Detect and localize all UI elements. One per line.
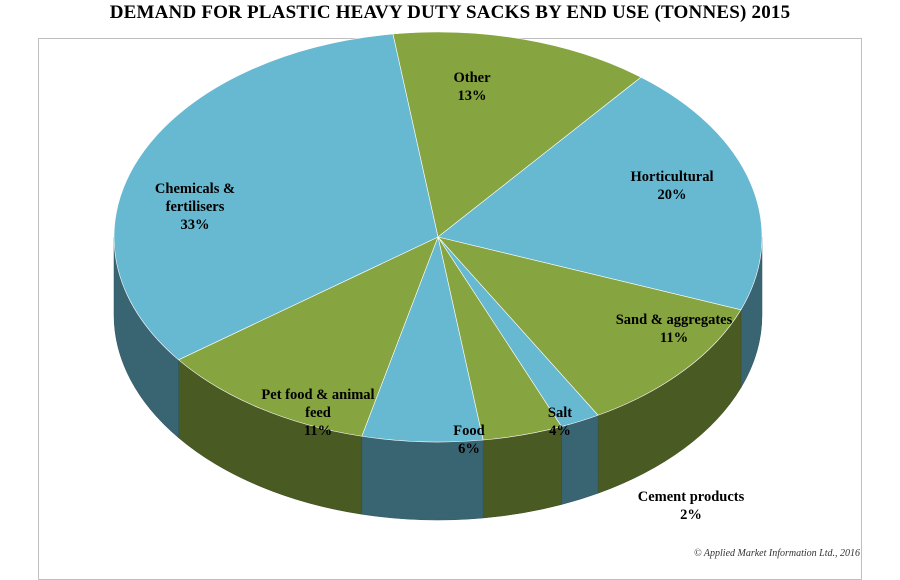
chart-title: DEMAND FOR PLASTIC HEAVY DUTY SACKS BY E…	[109, 2, 791, 23]
slice-value-1: 20%	[658, 187, 687, 203]
slice-value-0: 13%	[458, 88, 487, 104]
pie-slice-7	[113, 33, 439, 361]
slice-label-3: Cement products 2%	[638, 489, 745, 523]
pie-slice-0	[392, 31, 642, 238]
slice-label-0: Other 13%	[453, 70, 491, 104]
pie-slice-1	[437, 76, 763, 311]
copyright-note: © Applied Market Information Ltd., 2016	[693, 548, 860, 559]
slice-value-7: 33%	[181, 217, 210, 233]
pie-slice-5	[361, 235, 484, 443]
slice-value-6: 11%	[304, 423, 332, 439]
slice-label-4: Salt 4%	[548, 405, 572, 439]
pie-tops	[113, 31, 763, 443]
pie-slice-6	[178, 236, 439, 437]
slice-label-6: Pet food & animal feed 11%	[261, 387, 374, 439]
slice-value-4: 4%	[549, 423, 571, 439]
slice-label-5: Food 6%	[453, 423, 484, 457]
pie-labels: Other 13% Horticultural 20% Sand & aggregate…	[155, 70, 745, 523]
pie-sides	[113, 236, 763, 521]
pie-slice-2	[437, 236, 742, 416]
slice-label-7: Chemicals & fertilisers 33%	[155, 181, 235, 233]
slice-value-2: 11%	[660, 330, 688, 346]
slice-label-2: Sand & aggregates 11%	[616, 312, 733, 346]
pie-side-4	[482, 426, 562, 519]
slice-value-3: 2%	[680, 507, 702, 523]
slice-label-1: Horticultural 20%	[631, 169, 714, 203]
slice-value-5: 6%	[458, 441, 480, 457]
pie-chart: Other 13% Horticultural 20% Sand & aggregate…	[113, 31, 763, 523]
